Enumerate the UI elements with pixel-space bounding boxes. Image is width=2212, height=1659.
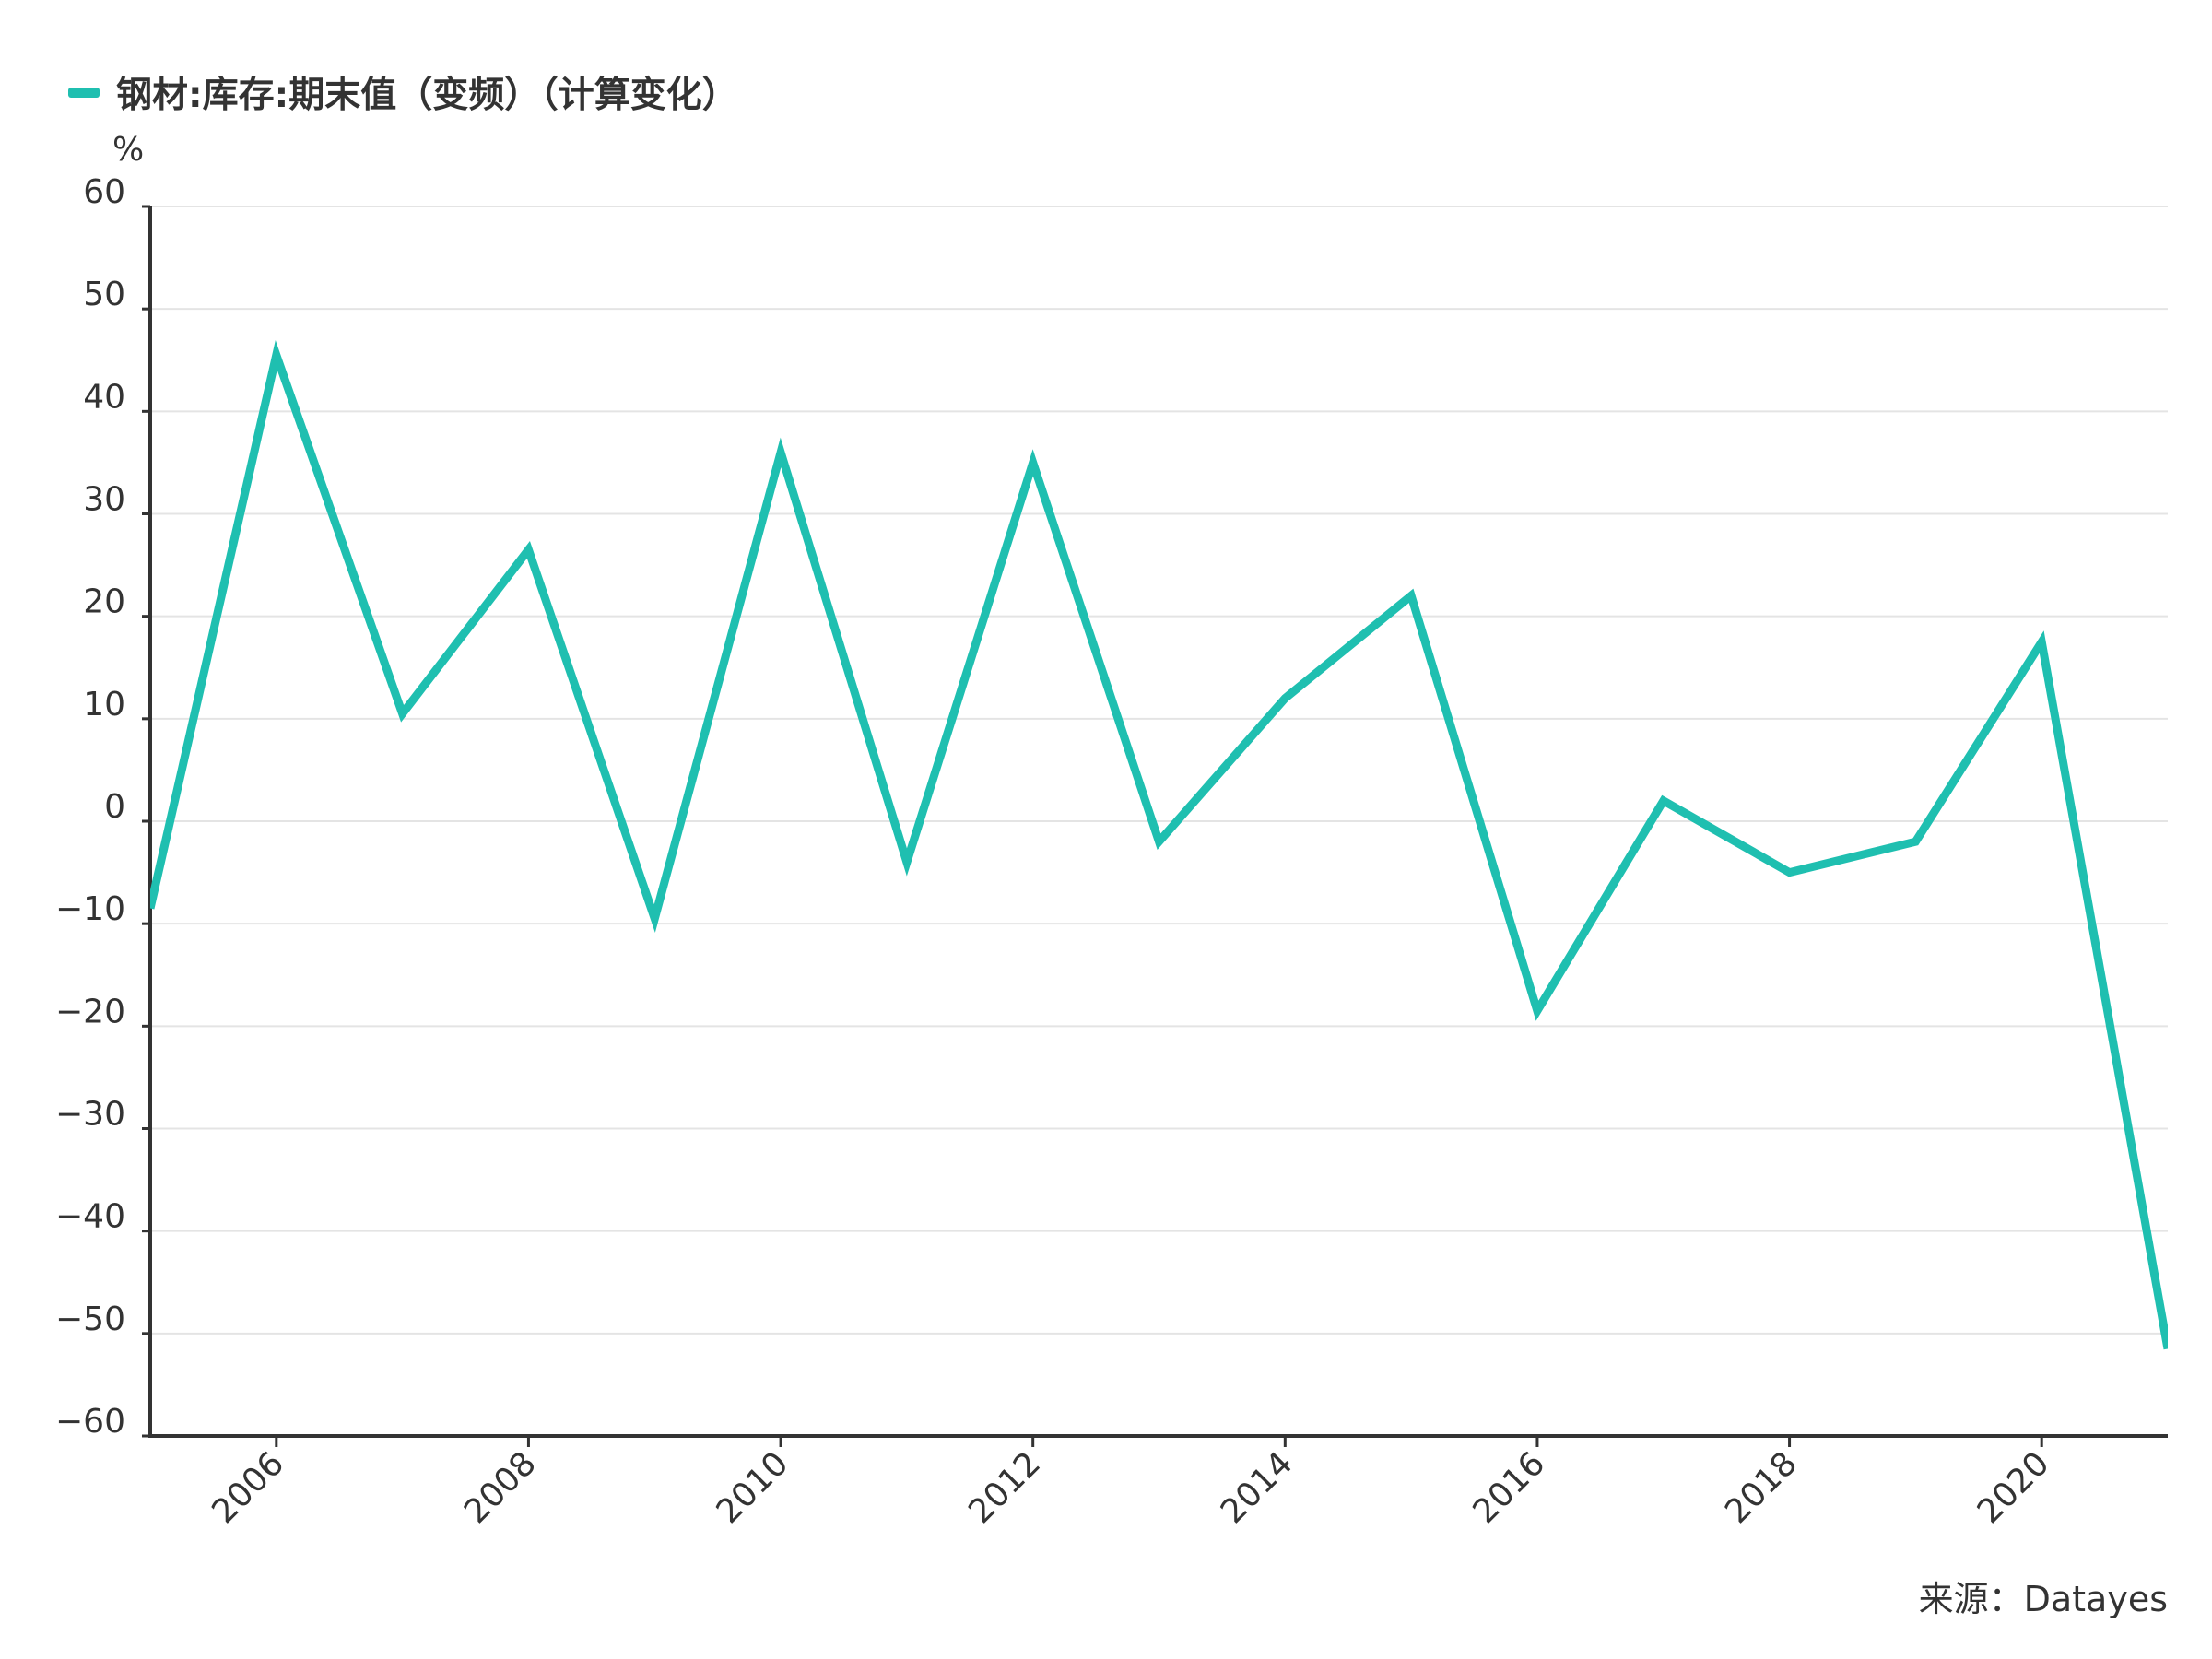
y-tick-label: 20 <box>83 583 125 621</box>
y-tick-label: −40 <box>55 1198 125 1236</box>
gridlines <box>150 206 2168 1437</box>
x-tick-label: 2020 <box>1971 1444 2057 1531</box>
y-tick-label: 30 <box>83 481 125 519</box>
x-tick-label: 2006 <box>205 1444 291 1531</box>
legend-swatch <box>68 87 100 98</box>
y-tick-label: −30 <box>55 1096 125 1134</box>
source-label: 来源：Datayes <box>1918 1579 2168 1619</box>
series-layer <box>150 340 2168 1350</box>
x-tick-label: 2018 <box>1718 1444 1805 1531</box>
y-tick-label: 0 <box>104 788 125 826</box>
series-line-0 <box>150 340 2168 1350</box>
axes <box>142 205 2168 1447</box>
y-tick-label: −60 <box>55 1403 125 1441</box>
y-tick-label: −10 <box>55 890 125 928</box>
x-tick-label: 2014 <box>1214 1444 1300 1531</box>
y-tick-label: −20 <box>55 993 125 1030</box>
y-tick-label: 10 <box>83 686 125 724</box>
x-tick-label: 2012 <box>961 1444 1048 1531</box>
legend[interactable]: 钢材:库存:期末值（变频）（计算变化） <box>68 66 738 118</box>
y-tick-label: −50 <box>55 1300 125 1338</box>
y-tick-label: 50 <box>83 276 125 313</box>
y-tick-label: 40 <box>83 378 125 416</box>
x-tick-label: 2016 <box>1466 1444 1553 1531</box>
x-tick-label: 2010 <box>710 1444 796 1531</box>
legend-label-series: 钢材:库存:期末值（变频）（计算变化） <box>116 75 738 116</box>
y-axis-unit-label: % <box>112 131 145 169</box>
y-tick-label: 60 <box>83 173 125 211</box>
x-tick-label: 2008 <box>457 1444 544 1531</box>
